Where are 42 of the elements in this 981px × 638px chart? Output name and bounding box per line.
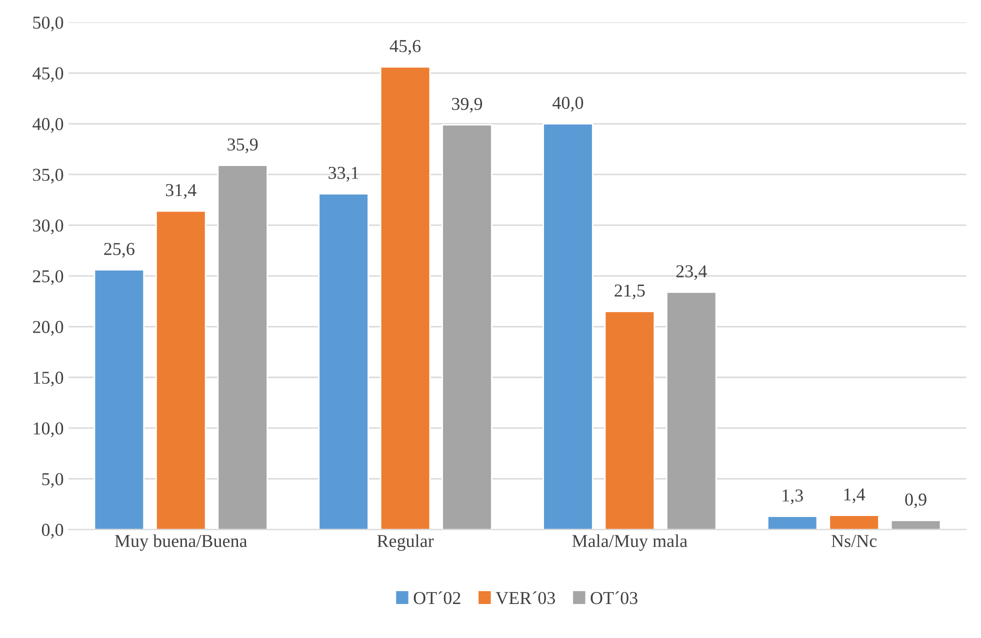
- y-tick-label: 30,0: [33, 219, 64, 234]
- y-tick-label: 20,0: [33, 320, 64, 336]
- x-tick-label: Muy buena/Buena: [114, 534, 248, 551]
- data-label: 1,3: [782, 489, 803, 504]
- bar: [666, 291, 717, 530]
- y-tick-label: 50,0: [33, 16, 64, 32]
- y-tick-label: 10,0: [34, 422, 64, 438]
- bar: [217, 164, 268, 530]
- bar: [442, 124, 492, 530]
- data-label: 0,9: [905, 493, 926, 508]
- legend-label: VER´03: [496, 591, 555, 604]
- y-tick-label: 5,0: [42, 473, 64, 488]
- x-tick-label: Mala/Muy mala: [572, 534, 688, 551]
- legend-label: OT´02: [414, 591, 460, 604]
- x-tick-label: Ns/Nc: [832, 535, 877, 548]
- x-tick-label: Regular: [377, 534, 434, 551]
- bar: [604, 310, 656, 530]
- legend-label: OT´03: [590, 591, 638, 604]
- y-tick-label: 0,0: [42, 524, 64, 539]
- y-tick-label: 40,0: [32, 118, 64, 133]
- data-label: 35,9: [228, 138, 258, 154]
- data-label: 1,4: [844, 488, 866, 504]
- y-tick-label: 15,0: [34, 372, 64, 386]
- data-label: 39,9: [452, 98, 482, 113]
- data-label: 23,4: [676, 265, 707, 280]
- y-tick-label: 45,0: [32, 67, 64, 82]
- data-label: 45,6: [390, 40, 421, 55]
- y-tick-label: 35,0: [33, 168, 64, 184]
- data-label: 31,4: [166, 184, 196, 199]
- bar: [542, 123, 594, 530]
- bar: [94, 269, 145, 530]
- y-tick-label: 25,0: [33, 270, 64, 285]
- data-label: 25,6: [104, 242, 134, 258]
- data-label: 40,0: [552, 96, 584, 112]
- bar: [828, 514, 880, 530]
- bar: [380, 66, 431, 530]
- bar: [890, 520, 942, 530]
- bar: [766, 516, 818, 530]
- data-label: 33,1: [328, 166, 358, 182]
- bar: [318, 193, 369, 530]
- bar: [155, 210, 206, 530]
- data-label: 21,5: [614, 284, 645, 300]
